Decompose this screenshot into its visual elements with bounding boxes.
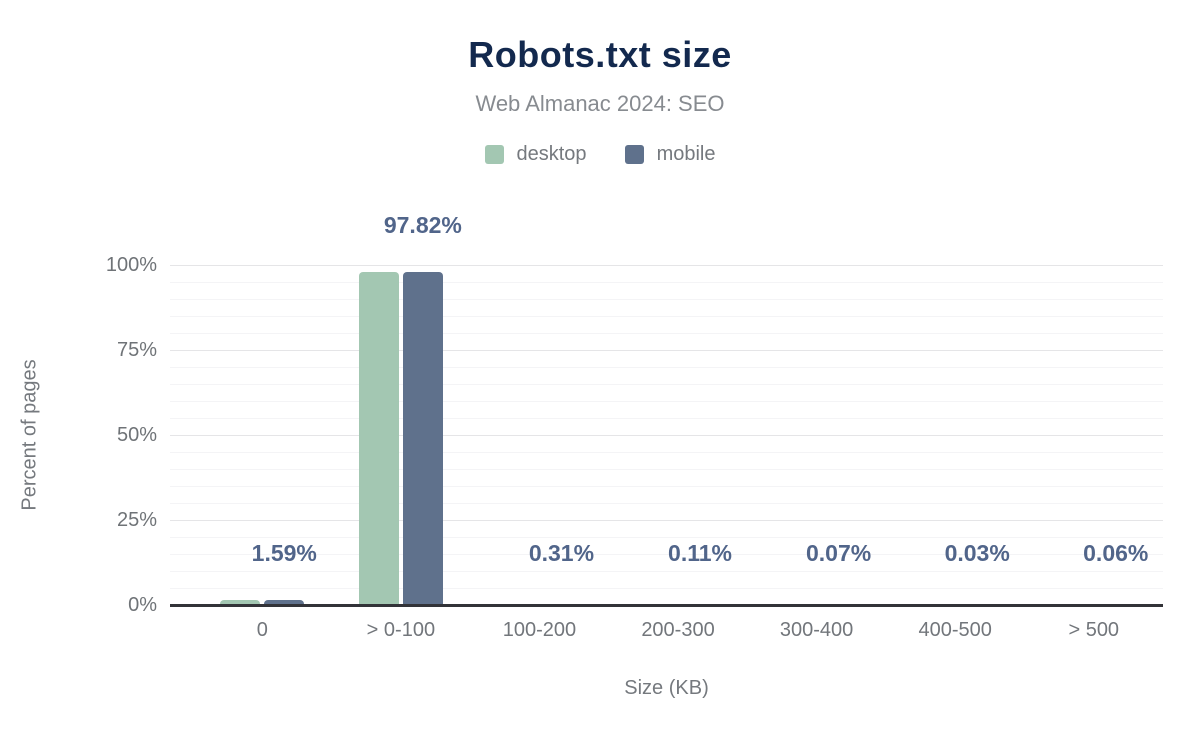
gridline-minor	[170, 503, 1163, 504]
gridline-minor	[170, 333, 1163, 334]
bar-value-label: 1.59%	[251, 539, 317, 566]
y-tick-label: 75%	[116, 339, 157, 361]
bar-value-label: 0.06%	[1083, 539, 1149, 566]
bar-desktop[interactable]	[358, 272, 399, 605]
gridline-minor	[170, 384, 1163, 385]
bar-mobile[interactable]	[264, 599, 305, 605]
bar-columns: 1.59% 0 97.82% > 0-100 0.31% 100-200 0.11% 200-…	[193, 212, 1163, 641]
bar-desktop[interactable]	[220, 599, 261, 605]
gridline-minor	[170, 367, 1163, 368]
gridline-minor	[170, 571, 1163, 572]
gridline-minor	[170, 299, 1163, 300]
bar-value-label: 0.31%	[528, 539, 595, 566]
bar-value-label: 0.03%	[944, 539, 1010, 566]
x-axis-line	[170, 604, 1163, 607]
gridline-minor	[170, 469, 1163, 470]
y-tick-label: 100%	[105, 254, 157, 276]
x-tick-label: 0	[256, 619, 268, 641]
category-column: 0.31% 100-200	[470, 265, 609, 641]
bar-pair	[220, 265, 305, 605]
bar-value-label: 0.11%	[668, 539, 732, 566]
y-tick-label: 0%	[128, 594, 157, 616]
gridline-major	[170, 265, 1163, 266]
gridline-minor	[170, 401, 1163, 402]
x-tick-label: > 500	[1068, 619, 1120, 641]
gridline-minor	[170, 418, 1163, 419]
category-column: 0.07% 300-400	[747, 265, 886, 641]
legend: desktop mobile	[0, 143, 1200, 166]
gridline-major	[170, 350, 1163, 351]
x-axis-title: Size (KB)	[624, 677, 709, 699]
bar-mobile[interactable]	[402, 272, 443, 605]
category-column: 0.06% > 500	[1024, 265, 1163, 641]
bar-value-label: 0.07%	[805, 539, 872, 566]
gridline-major	[170, 435, 1163, 436]
y-tick-label: 50%	[116, 424, 157, 446]
gridline-minor	[170, 452, 1163, 453]
x-tick-label: 300-400	[779, 619, 854, 641]
legend-item-desktop[interactable]: desktop	[484, 143, 587, 166]
bar-value-label: 97.82%	[383, 212, 462, 239]
x-tick-label: 100-200	[502, 619, 577, 641]
category-column: 0.03% 400-500	[886, 265, 1025, 641]
bar-pair	[358, 265, 443, 605]
gridline-minor	[170, 554, 1163, 555]
x-tick-label: > 0-100	[366, 619, 436, 641]
gridline-minor	[170, 282, 1163, 283]
legend-label-mobile: mobile	[656, 143, 716, 165]
gridline-major	[170, 520, 1163, 521]
gridline-minor	[170, 316, 1163, 317]
x-tick-label: 400-500	[918, 619, 992, 641]
category-column: 97.82% > 0-100	[332, 212, 471, 641]
gridline-minor	[170, 486, 1163, 487]
legend-item-mobile[interactable]: mobile	[624, 143, 716, 166]
chart-title: Robots.txt size	[468, 34, 732, 75]
y-tick-label: 25%	[116, 509, 157, 531]
y-axis-title: Percent of pages	[18, 359, 41, 511]
x-tick-label: 200-300	[641, 619, 715, 641]
legend-label-desktop: desktop	[516, 143, 587, 165]
category-column: 1.59% 0	[193, 265, 332, 641]
gridline-minor	[170, 588, 1163, 589]
legend-swatch-desktop-icon	[484, 145, 504, 164]
chart-subtitle: Web Almanac 2024: SEO	[475, 91, 725, 116]
gridline-minor	[170, 537, 1163, 538]
legend-swatch-mobile-icon	[624, 145, 644, 164]
category-column: 0.11% 200-300	[609, 265, 748, 641]
